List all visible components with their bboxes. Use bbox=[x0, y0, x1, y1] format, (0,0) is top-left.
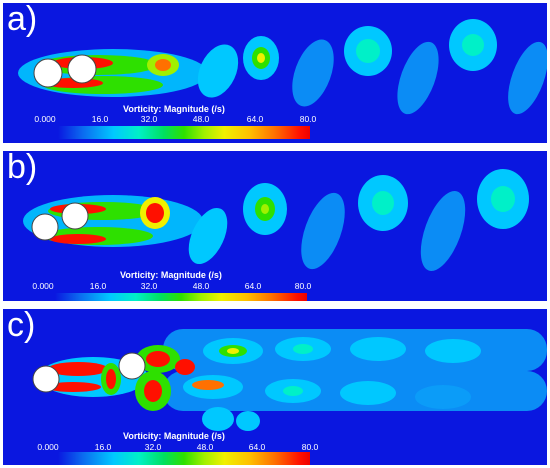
panel-b: b) Vorticity: Magnitude (/s) 0.000 16.0 … bbox=[3, 151, 547, 301]
colorbar-b bbox=[55, 293, 307, 301]
colorbar-tick: 16.0 bbox=[94, 442, 112, 452]
vorticity-field-b bbox=[23, 169, 529, 271]
panel-label-a: a) bbox=[7, 3, 38, 38]
colorbar-tick: 16.0 bbox=[91, 114, 109, 124]
colorbar-tick: 64.0 bbox=[246, 114, 264, 124]
colorbar-tick: 32.0 bbox=[140, 114, 158, 124]
cylinder-upstream-c bbox=[32, 365, 60, 393]
colorbar-tick: 16.0 bbox=[89, 281, 107, 291]
vorticity-field-a bbox=[18, 19, 547, 115]
colorbar-tick: 48.0 bbox=[192, 281, 210, 291]
colorbar-title-c: Vorticity: Magnitude (/s) bbox=[123, 431, 225, 441]
colorbar-tick: 0.000 bbox=[37, 442, 59, 452]
colorbar-tick: 80.0 bbox=[294, 281, 312, 291]
colorbar-tick: 0.000 bbox=[34, 114, 56, 124]
panel-label-b: b) bbox=[7, 151, 38, 186]
panel-label-c: c) bbox=[7, 309, 36, 344]
vorticity-field-c bbox=[32, 329, 547, 431]
colorbar-tick: 80.0 bbox=[299, 114, 317, 124]
cylinder-upstream-b bbox=[31, 213, 59, 241]
colorbar-a bbox=[58, 126, 310, 139]
colorbar-tick: 48.0 bbox=[196, 442, 214, 452]
colorbar-c bbox=[58, 452, 310, 465]
cylinder-downstream-b bbox=[61, 202, 89, 230]
colorbar-tick: 32.0 bbox=[144, 442, 162, 452]
cylinder-upstream-a bbox=[33, 58, 63, 88]
colorbar-tick: 64.0 bbox=[248, 442, 266, 452]
colorbar-tick: 80.0 bbox=[301, 442, 319, 452]
panel-c: c) Vorticity: Magnitude (/s) 0.000 16.0 … bbox=[3, 309, 547, 465]
colorbar-title-a: Vorticity: Magnitude (/s) bbox=[123, 104, 225, 114]
colorbar-tick: 0.000 bbox=[32, 281, 54, 291]
colorbar-tick: 48.0 bbox=[192, 114, 210, 124]
colorbar-tick: 64.0 bbox=[244, 281, 262, 291]
colorbar-tick: 32.0 bbox=[140, 281, 158, 291]
colorbar-title-b: Vorticity: Magnitude (/s) bbox=[120, 270, 222, 280]
cylinder-downstream-a bbox=[67, 54, 97, 84]
cylinder-downstream-c bbox=[118, 352, 146, 380]
panel-a: a) Vorticity: Magnitude (/s) 0.000 16.0 … bbox=[3, 3, 547, 143]
